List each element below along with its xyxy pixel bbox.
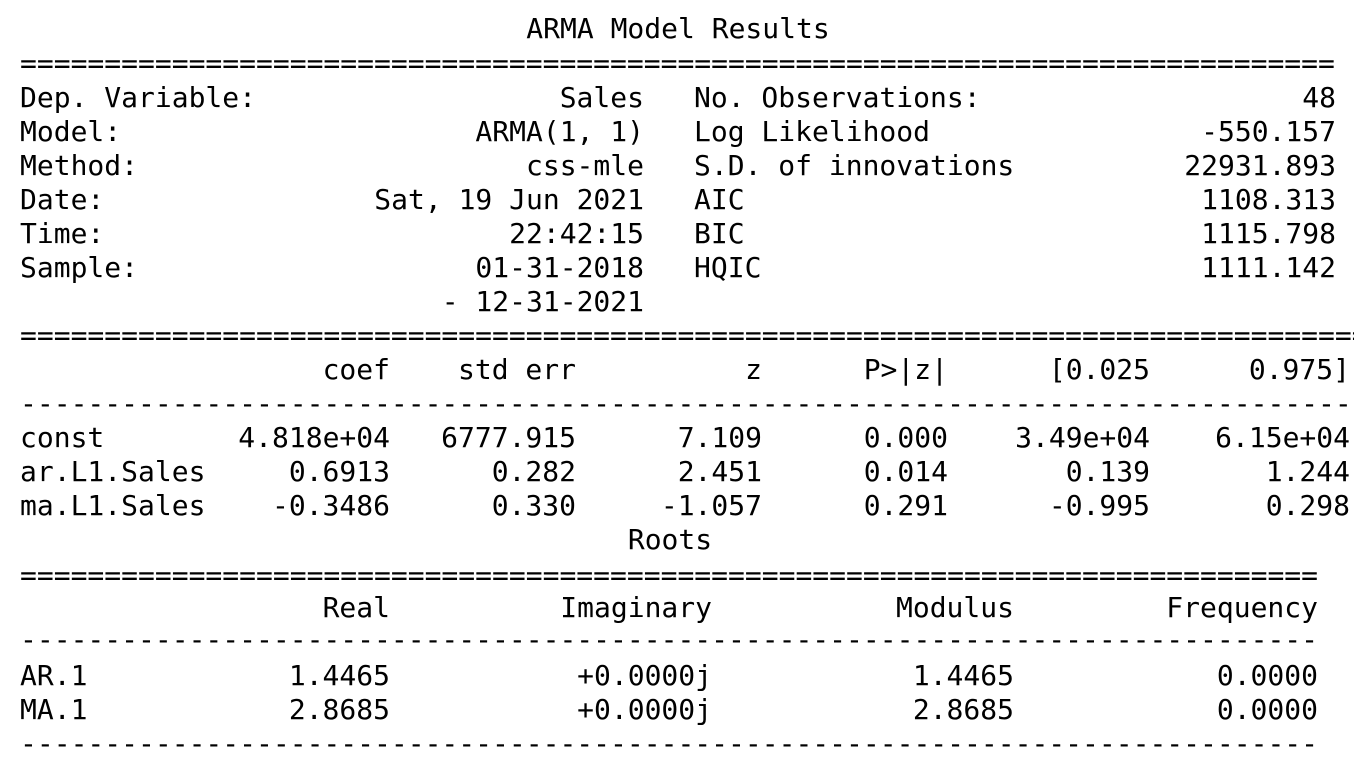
row-name: ma.L1.Sales (20, 489, 206, 522)
table-cell: 2.8685 (288, 693, 390, 726)
row-name: MA.1 (20, 693, 88, 726)
table-cell: -1.057 (660, 489, 762, 522)
table-cell: 0.330 (491, 489, 576, 522)
summary-left-value: 01-31-2018 (475, 251, 644, 284)
coef-header-cell: 0.975] (1248, 353, 1350, 386)
roots-header-cell: Imaginary (560, 591, 712, 624)
table-cell: 0.298 (1265, 489, 1350, 522)
table-cell: 0.000 (863, 421, 948, 454)
summary-right-value: 1108.313 (1201, 183, 1336, 216)
summary-right-value: 1115.798 (1201, 217, 1336, 250)
coef-header-cell: coef (322, 353, 390, 386)
summary-right-value: -550.157 (1201, 115, 1336, 148)
single-rule-bottom: ----------------------------------------… (20, 734, 1318, 754)
summary-left-label: Sample: (20, 251, 139, 284)
row-name: ar.L1.Sales (20, 455, 206, 488)
summary-left-value: css-mle (525, 149, 644, 182)
summary-right-label: BIC (694, 217, 745, 250)
summary-right-value: 22931.893 (1184, 149, 1336, 182)
table-cell: +0.0000j (577, 693, 712, 726)
table-cell: 3.49e+04 (1015, 421, 1150, 454)
summary-left-label: Date: (20, 183, 105, 216)
table-cell: 6.15e+04 (1215, 421, 1350, 454)
single-rule-coef: ----------------------------------------… (20, 394, 1354, 414)
table-cell: 0.014 (863, 455, 948, 488)
summary-right-label: HQIC (694, 251, 762, 284)
coef-header-cell: P>|z| (863, 353, 948, 386)
page-title: ARMA Model Results (526, 12, 830, 45)
table-cell: 1.4465 (912, 659, 1014, 692)
roots-title: Roots (627, 523, 713, 556)
table-cell: 0.6913 (288, 455, 390, 488)
table-cell: 0.282 (491, 455, 576, 488)
table-cell: -0.995 (1048, 489, 1150, 522)
coef-header-cell: z (745, 353, 762, 386)
table-cell: 0.291 (863, 489, 948, 522)
summary-left-value: - 12-31-2021 (441, 285, 644, 318)
table-cell: 2.451 (677, 455, 762, 488)
table-cell: 0.139 (1065, 455, 1150, 488)
roots-header-cell: Frequency (1166, 591, 1318, 624)
table-cell: 6777.915 (441, 421, 576, 454)
summary-left-label: Model: (20, 115, 122, 148)
table-cell: +0.0000j (577, 659, 712, 692)
table-cell: 0.0000 (1216, 659, 1318, 692)
summary-left-value: ARMA(1, 1) (475, 115, 644, 148)
roots-header-cell: Modulus (895, 591, 1014, 624)
summary-left-label: Dep. Variable: (20, 81, 257, 114)
single-rule-roots: ----------------------------------------… (20, 630, 1318, 650)
summary-left-value: 22:42:15 (509, 217, 644, 250)
summary-right-value: 1111.142 (1201, 251, 1336, 284)
coef-header-cell: [0.025 (1048, 353, 1150, 386)
summary-left-value: Sat, 19 Jun 2021 (374, 183, 644, 216)
summary-right-label: Log Likelihood (694, 115, 931, 148)
double-rule-top: ========================================… (20, 54, 1336, 74)
table-cell: 2.8685 (912, 693, 1014, 726)
double-rule-roots: ========================================… (20, 566, 1318, 586)
row-name: const (20, 421, 105, 454)
summary-right-label: AIC (694, 183, 745, 216)
table-cell: 7.109 (677, 421, 762, 454)
table-cell: -0.3486 (271, 489, 390, 522)
summary-right-label: S.D. of innovations (694, 149, 1015, 182)
summary-left-label: Time: (20, 217, 105, 250)
table-cell: 4.818e+04 (238, 421, 390, 454)
double-rule-coef: ========================================… (20, 326, 1354, 346)
table-cell: 0.0000 (1216, 693, 1318, 726)
coef-header-cell: std err (457, 353, 576, 386)
summary-right-label: No. Observations: (694, 81, 981, 114)
row-name: AR.1 (20, 659, 88, 692)
table-cell: 1.244 (1265, 455, 1350, 488)
table-cell: 1.4465 (288, 659, 390, 692)
summary-right-value: 48 (1302, 81, 1336, 114)
summary-left-label: Method: (20, 149, 139, 182)
roots-header-cell: Real (322, 591, 390, 624)
summary-left-value: Sales (559, 81, 644, 114)
